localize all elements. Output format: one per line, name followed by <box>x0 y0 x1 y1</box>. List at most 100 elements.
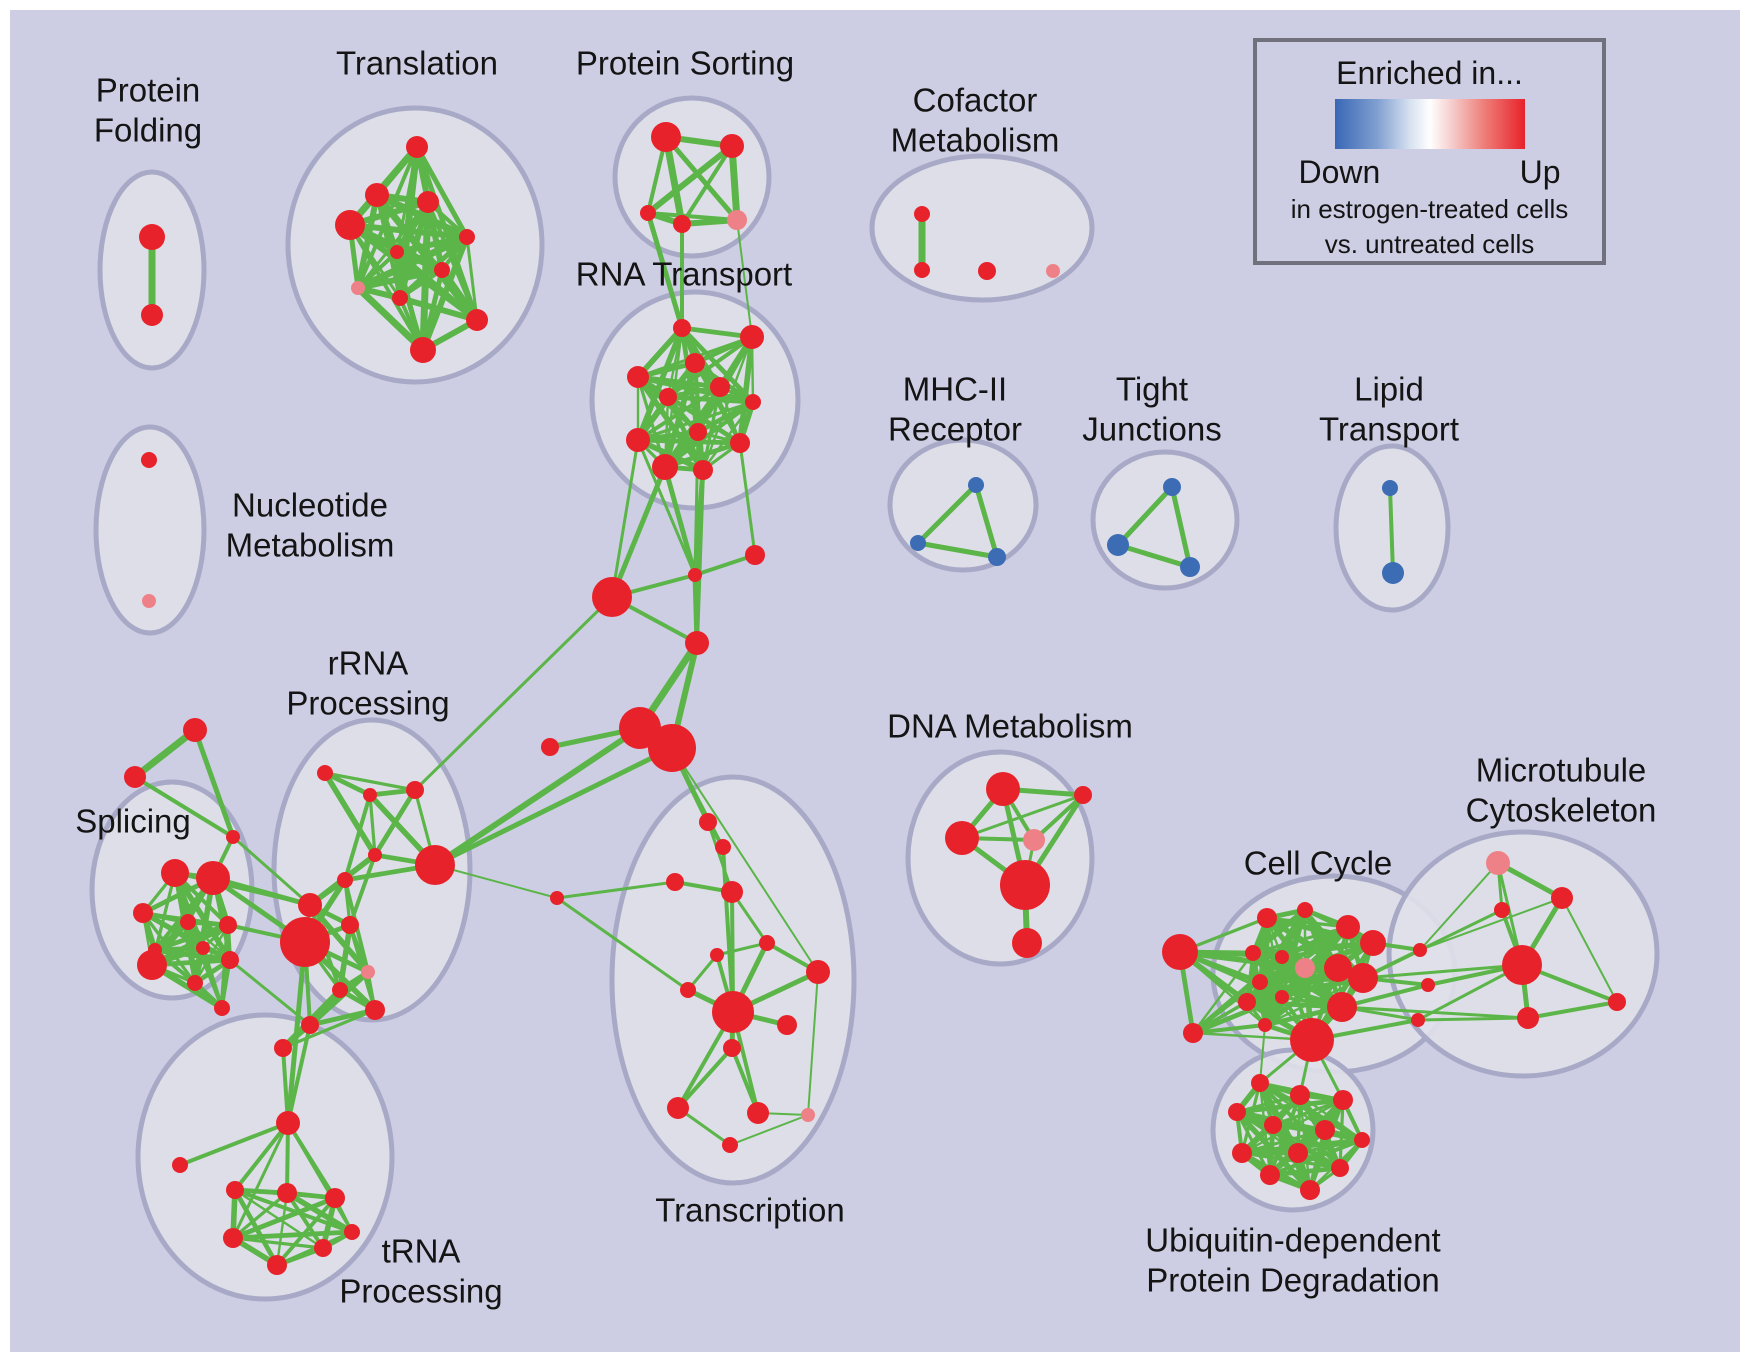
gene-set-node-tx6 <box>759 935 775 951</box>
gene-set-node-rt9 <box>626 428 650 452</box>
edge-tr2-tr6 <box>285 1191 325 1250</box>
gene-set-node-cc2 <box>1183 1023 1203 1043</box>
edge-r3-r4 <box>372 787 418 858</box>
gene-set-node-s7 <box>196 941 210 955</box>
gene-set-node-r8 <box>341 916 359 934</box>
gene-set-node-b3 <box>1411 1013 1425 1027</box>
gene-set-node-rt3 <box>685 353 705 373</box>
gene-set-node-tr6 <box>314 1239 332 1257</box>
label-nucleotide-metabolism-line1: Nucleotide <box>232 487 388 524</box>
gene-set-node-cc7 <box>1245 945 1261 961</box>
edge-cc6-cc8 <box>1280 941 1375 959</box>
gene-set-node-cc3 <box>1257 908 1277 928</box>
gene-set-node-s4 <box>180 914 196 930</box>
gene-set-node-tx16 <box>722 1137 738 1153</box>
edge-tx12-tx13 <box>676 1046 734 1110</box>
legend-down-label: Down <box>1298 154 1381 190</box>
legend-subtitle-line1: in estrogen-treated cells <box>1290 194 1569 224</box>
gene-set-node-mt4 <box>1502 945 1542 985</box>
edge-r1-r4 <box>322 770 378 858</box>
edge-th-tr4 <box>231 1121 290 1240</box>
edge-c1-c2 <box>693 553 757 577</box>
gene-set-node-d2 <box>1074 786 1092 804</box>
edge-tr4-tr5 <box>230 1229 355 1241</box>
label-rrna-processing-line2: Processing <box>286 685 449 722</box>
gene-set-node-t7 <box>434 262 450 278</box>
edge-d2-d3 <box>960 793 1085 840</box>
gene-set-node-d5 <box>1000 860 1050 910</box>
gene-set-node-l2 <box>1382 562 1404 584</box>
edge-rt7-rt9 <box>636 400 755 442</box>
edge-tx6-tx8 <box>715 941 769 957</box>
edge-r12-r13 <box>307 1007 378 1028</box>
gene-set-node-tr2 <box>277 1183 297 1203</box>
edge-b1-mt2 <box>1419 897 1563 951</box>
edge-t4-t11 <box>348 223 425 352</box>
gene-set-node-cf2 <box>914 262 930 278</box>
gene-set-node-s2 <box>196 861 230 895</box>
edge-c6-tx7 <box>671 747 819 973</box>
gene-set-node-tx15 <box>801 1108 815 1122</box>
gene-set-node-t11 <box>410 337 436 363</box>
edge-cc15-mt5 <box>1340 1005 1530 1020</box>
gene-set-node-rt5 <box>710 377 730 397</box>
edge-s6-s9 <box>152 947 233 963</box>
gene-set-node-s8 <box>137 950 167 980</box>
label-microtubule-cytoskeleton-line2: Cytoskeleton <box>1466 792 1657 829</box>
gene-set-node-r14 <box>274 1039 292 1057</box>
edge-mt2-mt6 <box>1561 897 1618 1003</box>
nodes <box>124 122 1626 1275</box>
gene-set-node-ps2 <box>720 134 744 158</box>
edge-t5-t10 <box>465 235 479 322</box>
edge-c6-r5 <box>432 745 675 868</box>
edge-t8-t11 <box>354 284 427 354</box>
edge-t1-t5 <box>414 144 470 240</box>
edge-cc4-cc7 <box>1250 907 1308 956</box>
gene-set-node-c1 <box>688 568 702 582</box>
gene-set-node-b1 <box>1413 943 1427 957</box>
gene-set-node-s9 <box>221 951 239 969</box>
cluster-ellipse-nucleotide-metabolism <box>93 424 207 636</box>
edge-r1-r2 <box>322 770 373 798</box>
gene-set-node-rt12 <box>693 460 713 480</box>
gene-set-node-u7 <box>1354 1132 1370 1148</box>
edge-rt11-c1 <box>662 464 698 578</box>
edge-tj1-tj2 <box>1115 484 1175 548</box>
gene-set-node-c6 <box>648 724 696 772</box>
label-cofactor-metabolism-line1: Cofactor <box>913 82 1038 119</box>
edge-cc11-mt4 <box>1361 963 1524 980</box>
gene-set-node-ps4 <box>673 215 691 233</box>
edge-tr3-tr7 <box>275 1196 337 1267</box>
gene-set-node-cc17 <box>1290 1018 1334 1062</box>
label-rrna-processing-line1: rRNA <box>328 645 409 682</box>
gene-set-node-n1 <box>141 452 157 468</box>
edge-cc3-cc6 <box>1264 915 1376 946</box>
edge-tx1-tx4 <box>706 820 734 894</box>
gene-set-node-c2 <box>745 545 765 565</box>
gene-set-node-r9 <box>280 917 330 967</box>
edge-mt1-mt2 <box>1495 860 1565 901</box>
edge-tr2-tr5 <box>284 1190 355 1235</box>
label-lipid-transport-line1: Lipid <box>1354 371 1424 408</box>
gene-set-node-tr3 <box>325 1188 345 1208</box>
gene-set-node-t3 <box>417 191 439 213</box>
edge-th-tr1 <box>233 1121 290 1192</box>
label-protein-sorting: Protein Sorting <box>576 45 794 82</box>
gene-set-node-ps5 <box>727 210 747 230</box>
edge-mt5-mt6 <box>1526 1000 1619 1020</box>
gene-set-node-x1 <box>183 718 207 742</box>
gene-set-node-r3 <box>406 781 424 799</box>
gene-set-node-tx3 <box>666 873 684 891</box>
gene-set-node-rt10 <box>730 433 750 453</box>
edge-rt9-rt10 <box>635 437 743 446</box>
gene-set-node-cc12 <box>1252 974 1268 990</box>
gene-set-node-s3 <box>133 903 153 923</box>
edge-rt9-c3 <box>610 438 640 599</box>
edge-t4-t5 <box>347 222 470 240</box>
edge-cc2-cc14 <box>1191 1000 1249 1035</box>
legend-title: Enriched in... <box>1336 55 1523 91</box>
edge-b1-mt3 <box>1418 908 1504 952</box>
gene-set-node-t1 <box>406 136 428 158</box>
